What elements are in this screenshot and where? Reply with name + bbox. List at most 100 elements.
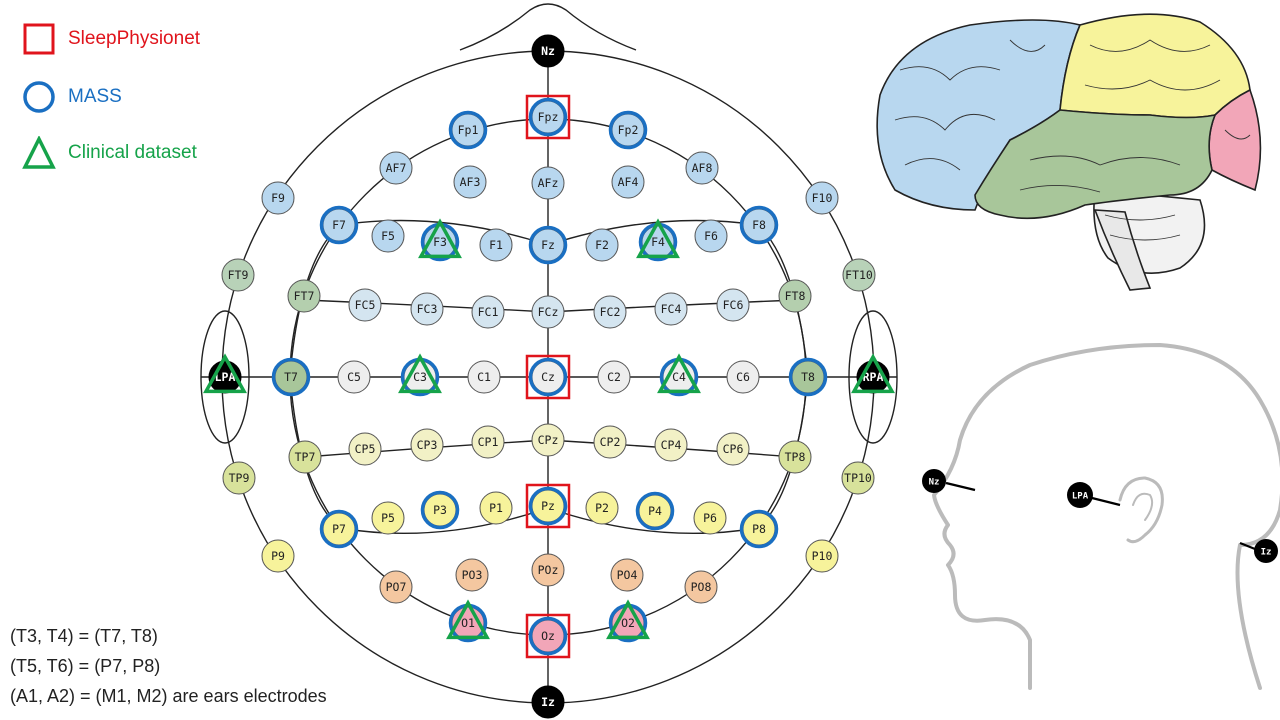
electrode-c5-label: C5 bbox=[347, 370, 361, 384]
electrode-p4-label: P4 bbox=[648, 504, 662, 518]
electrode-c3-label: C3 bbox=[413, 370, 427, 384]
electrode-c1-label: C1 bbox=[477, 370, 491, 384]
electrode-c2-label: C2 bbox=[607, 370, 621, 384]
electrode-af8-label: AF8 bbox=[692, 161, 713, 175]
electrode-lpa-label: LPA bbox=[215, 370, 236, 384]
electrode-fc5-label: FC5 bbox=[355, 298, 376, 312]
electrode-p7: P7 bbox=[319, 509, 359, 549]
electrode-po8: PO8 bbox=[684, 570, 718, 604]
electrode-fcz-label: FCz bbox=[538, 305, 559, 319]
electrode-af7-dot bbox=[379, 151, 413, 185]
electrode-cp1-dot bbox=[471, 425, 505, 459]
electrode-pz-label: Pz bbox=[541, 499, 555, 513]
electrode-ft10-dot bbox=[842, 258, 876, 292]
electrode-oz-mass-ring bbox=[528, 616, 568, 656]
electrode-tp7-dot bbox=[288, 440, 322, 474]
electrode-af3-dot bbox=[453, 165, 487, 199]
electrode-cp1-label: CP1 bbox=[478, 435, 499, 449]
electrode-fc6-dot bbox=[716, 288, 750, 322]
side-head-outline bbox=[932, 343, 1280, 690]
electrode-cp5-dot bbox=[348, 432, 382, 466]
electrode-po8-label: PO8 bbox=[691, 580, 712, 594]
side-head-landmarks: Nz LPA Iz bbox=[922, 469, 1278, 563]
electrode-poz: POz bbox=[531, 553, 565, 587]
electrode-f8-label: F8 bbox=[752, 218, 766, 232]
electrode-o2-label: O2 bbox=[621, 616, 635, 630]
electrode-nz-dot bbox=[531, 34, 565, 68]
legend-sleep-physionet-label: SleepPhysionet bbox=[68, 28, 201, 49]
electrode-fc4-dot bbox=[654, 292, 688, 326]
electrode-f5: F5 bbox=[371, 219, 405, 253]
electrode-fz-mass-ring bbox=[528, 225, 568, 265]
electrode-fp1-mass-ring bbox=[448, 110, 488, 150]
electrode-f9-label: F9 bbox=[271, 191, 285, 205]
side-head-illustration bbox=[932, 343, 1280, 690]
electrode-c4: C4 bbox=[657, 353, 701, 397]
electrode-cp5: CP5 bbox=[348, 432, 382, 466]
electrode-t8: T8 bbox=[788, 357, 828, 397]
electrode-c2-dot bbox=[597, 360, 631, 394]
electrode-cpz: CPz bbox=[531, 423, 565, 457]
electrode-cpz-dot bbox=[531, 423, 565, 457]
electrode-cpz-label: CPz bbox=[538, 433, 559, 447]
electrode-nz: Nz bbox=[531, 34, 565, 68]
electrode-af4-dot bbox=[611, 165, 645, 199]
electrode-fz: Fz bbox=[528, 225, 568, 265]
electrode-fc4-label: FC4 bbox=[661, 302, 682, 316]
electrode-po7-dot bbox=[379, 570, 413, 604]
electrode-fp1-label: Fp1 bbox=[458, 123, 479, 137]
electrode-t8-label: T8 bbox=[801, 370, 815, 384]
electrode-p3-label: P3 bbox=[433, 503, 447, 517]
electrode-ft7-label: FT7 bbox=[294, 289, 315, 303]
electrode-af3-label: AF3 bbox=[460, 175, 481, 189]
electrode-iz: Iz bbox=[531, 685, 565, 719]
electrode-t8-mass-ring bbox=[788, 357, 828, 397]
electrode-cp4: CP4 bbox=[654, 428, 688, 462]
electrode-ft7-dot bbox=[287, 279, 321, 313]
nose-outline bbox=[459, 3, 637, 51]
electrode-cp4-dot bbox=[654, 428, 688, 462]
electrode-fc6: FC6 bbox=[716, 288, 750, 322]
electrode-lpa: LPA bbox=[203, 353, 247, 394]
side-iz-dot bbox=[1254, 539, 1278, 563]
electrode-af8-dot bbox=[685, 151, 719, 185]
electrode-f8: F8 bbox=[739, 205, 779, 245]
electrode-afz: AFz bbox=[531, 166, 565, 200]
electrode-p7-label: P7 bbox=[332, 522, 346, 536]
electrode-rpa-clinical-triangle bbox=[851, 353, 895, 394]
electrode-cp6: CP6 bbox=[716, 432, 750, 466]
electrode-tp8-dot bbox=[778, 440, 812, 474]
electrode-ft7: FT7 bbox=[287, 279, 321, 313]
electrode-t7-label: T7 bbox=[284, 370, 298, 384]
electrode-c3: C3 bbox=[398, 353, 442, 397]
electrode-p7-mass-ring bbox=[319, 509, 359, 549]
electrode-c4-clinical-triangle bbox=[657, 353, 701, 394]
electrode-af4: AF4 bbox=[611, 165, 645, 199]
legend-mass-label: MASS bbox=[68, 86, 122, 107]
electrode-fc1-label: FC1 bbox=[478, 305, 499, 319]
electrode-c4-label: C4 bbox=[672, 370, 686, 384]
electrode-cp3-label: CP3 bbox=[417, 438, 438, 452]
electrode-lpa-clinical-triangle bbox=[203, 353, 247, 394]
electrode-c2: C2 bbox=[597, 360, 631, 394]
electrode-p2-label: P2 bbox=[595, 501, 609, 515]
electrode-o1-clinical-triangle bbox=[446, 599, 490, 640]
electrode-f2-label: F2 bbox=[595, 238, 609, 252]
electrode-fpz-mass-ring bbox=[528, 97, 568, 137]
blue-circle-icon bbox=[23, 81, 55, 113]
electrode-f4-clinical-triangle bbox=[636, 218, 680, 259]
electrode-af7: AF7 bbox=[379, 151, 413, 185]
gyri-lines bbox=[894, 39, 1251, 241]
side-ear-inner bbox=[1132, 492, 1154, 521]
electrode-tp7-label: TP7 bbox=[295, 450, 316, 464]
electrode-p5-dot bbox=[371, 501, 405, 535]
electrode-tp9-label: TP9 bbox=[229, 471, 250, 485]
electrode-c5-dot bbox=[337, 360, 371, 394]
electrode-o2-clinical-triangle bbox=[606, 599, 650, 640]
note-t3-t4: (T3, T4) = (T7, T8) bbox=[10, 626, 158, 646]
electrode-af7-label: AF7 bbox=[386, 161, 407, 175]
electrode-cp3-dot bbox=[410, 428, 444, 462]
electrode-c6-label: C6 bbox=[736, 370, 750, 384]
electrode-p6-label: P6 bbox=[703, 511, 717, 525]
